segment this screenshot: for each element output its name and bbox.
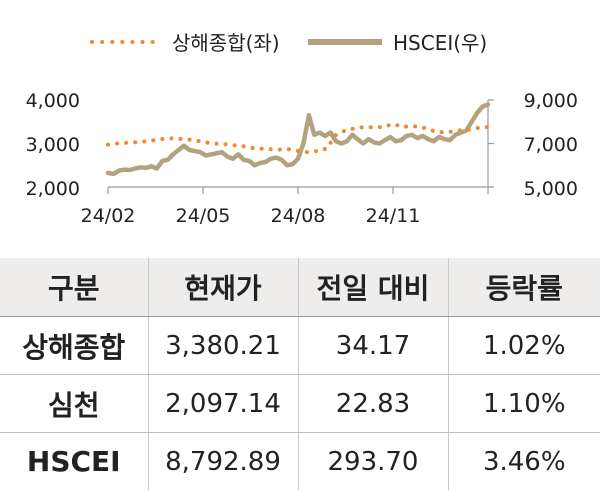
- cell-change-rate: 1.02%: [448, 317, 600, 375]
- y-right-tick-label: 9,000: [524, 90, 578, 112]
- cell-change: 34.17: [298, 317, 448, 375]
- x-tick-label: 24/08: [271, 205, 326, 227]
- cell-price: 8,792.89: [148, 433, 298, 490]
- table-row: HSCEI 8,792.89 293.70 3.46%: [0, 433, 600, 490]
- row-label: 심천: [0, 375, 148, 433]
- y-left-tick-label: 2,000: [26, 178, 80, 200]
- cell-change-rate: 3.46%: [448, 433, 600, 490]
- series-line-hscei: [108, 105, 488, 174]
- table-row: 심천 2,097.14 22.83 1.10%: [0, 375, 600, 433]
- row-label: HSCEI: [0, 433, 148, 490]
- index-quote-table: 구분 현재가 전일 대비 등락률 상해종합 3,380.21 34.17 1.0…: [0, 258, 600, 490]
- x-tick-label: 24/05: [176, 205, 231, 227]
- cell-change: 22.83: [298, 375, 448, 433]
- legend-label-shanghai: 상해종합(좌): [172, 31, 280, 55]
- legend: 상해종합(좌) HSCEI(우): [92, 31, 487, 55]
- cell-price: 2,097.14: [148, 375, 298, 433]
- left-axis: 4,000 3,000 2,000: [26, 90, 80, 200]
- x-tick-label: 24/02: [81, 205, 136, 227]
- x-tick-label: 24/11: [366, 205, 421, 227]
- column-header: 구분: [0, 258, 148, 317]
- y-left-tick-label: 4,000: [26, 90, 80, 112]
- right-axis: 9,000 7,000 5,000: [488, 90, 578, 200]
- y-left-tick-label: 3,000: [26, 134, 80, 156]
- legend-label-hscei: HSCEI(우): [393, 31, 487, 55]
- x-axis: 24/02 24/05 24/08 24/11: [81, 187, 488, 227]
- column-header: 전일 대비: [298, 258, 448, 317]
- column-header: 등락률: [448, 258, 600, 317]
- y-right-tick-label: 5,000: [524, 178, 578, 200]
- table-row: 상해종합 3,380.21 34.17 1.02%: [0, 317, 600, 375]
- cell-change: 293.70: [298, 433, 448, 490]
- cell-price: 3,380.21: [148, 317, 298, 375]
- y-right-tick-label: 7,000: [524, 134, 578, 156]
- column-header: 현재가: [148, 258, 298, 317]
- cell-change-rate: 1.10%: [448, 375, 600, 433]
- row-label: 상해종합: [0, 317, 148, 375]
- table-header-row: 구분 현재가 전일 대비 등락률: [0, 258, 600, 317]
- index-line-chart: 상해종합(좌) HSCEI(우) 4,000 3,000 2,000 9,000…: [0, 0, 600, 255]
